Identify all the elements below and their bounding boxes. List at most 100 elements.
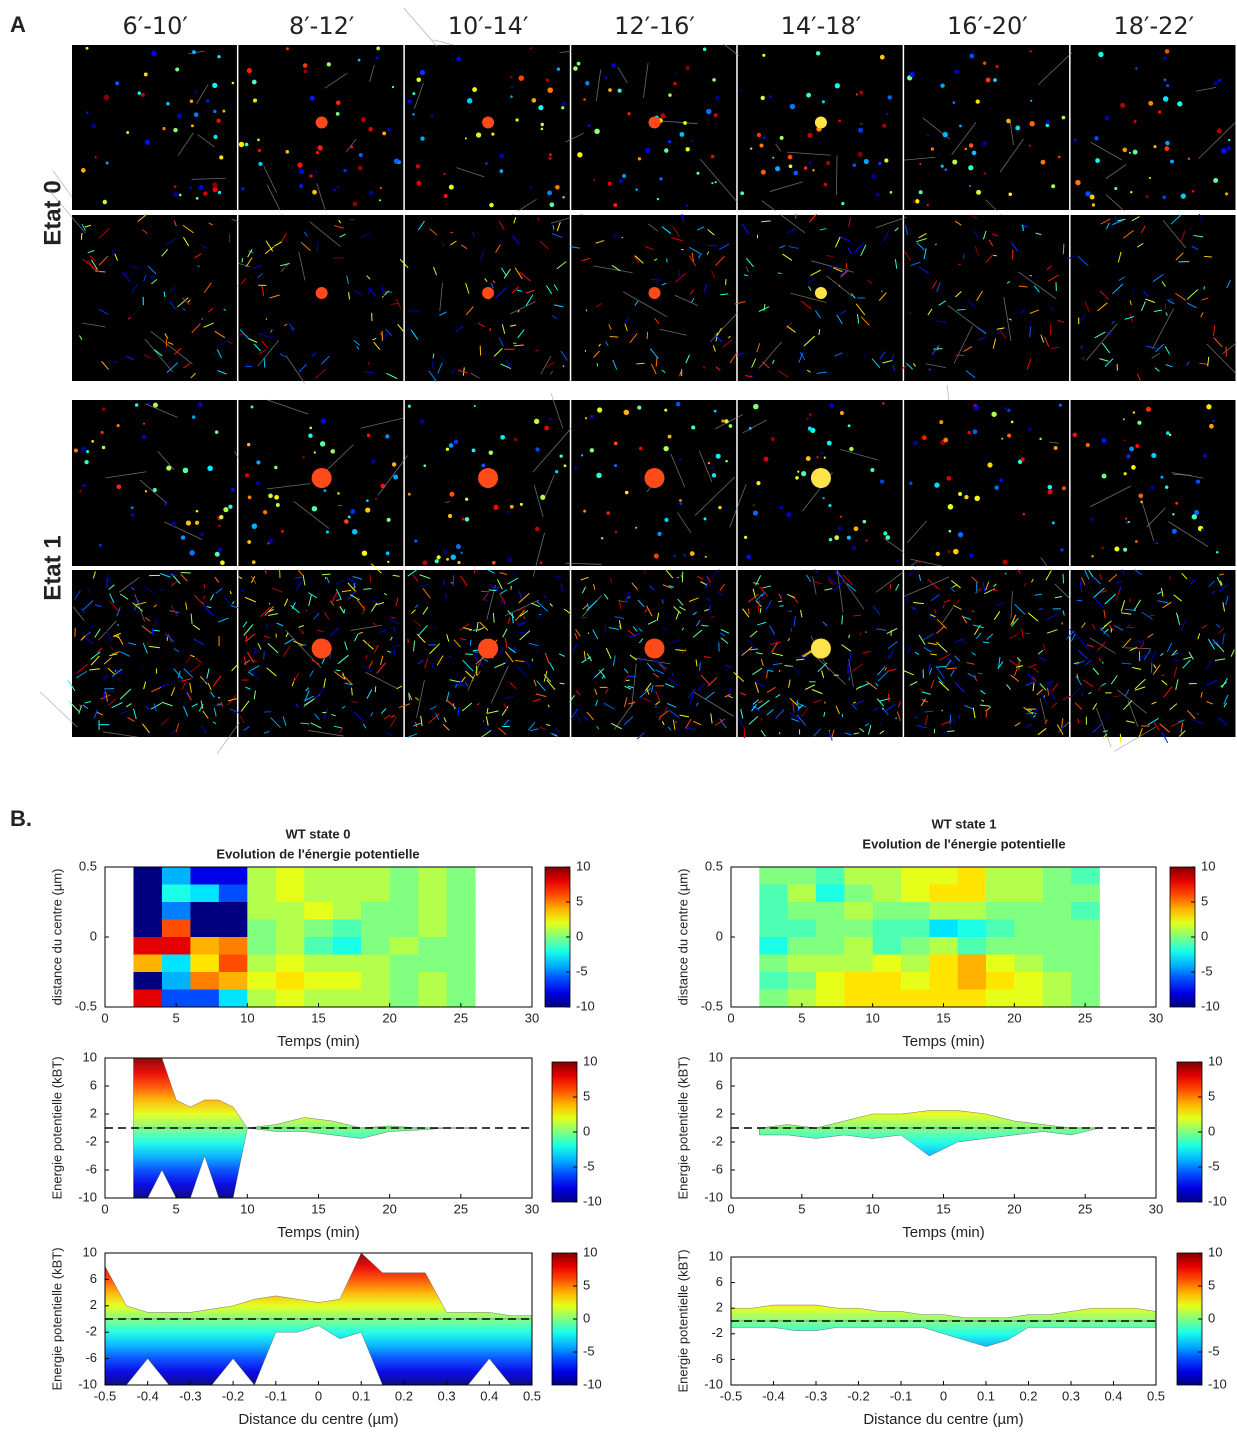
cell-border (790, 292, 827, 303)
spot (443, 549, 448, 555)
cluster (315, 287, 328, 299)
track (1141, 611, 1153, 620)
heat-cell (844, 884, 874, 903)
spot (314, 170, 318, 173)
track (89, 668, 100, 671)
track (894, 227, 899, 232)
track (1077, 718, 1080, 724)
spot (884, 158, 889, 163)
heat-cell (190, 954, 220, 973)
track (1100, 218, 1111, 225)
spot (725, 459, 728, 463)
track (118, 710, 130, 715)
heat-cell (787, 884, 817, 903)
spot (1085, 191, 1091, 197)
micrograph (733, 568, 903, 741)
spot (593, 179, 596, 182)
spot (1160, 475, 1164, 479)
spot (1104, 115, 1110, 121)
heat-cell (1042, 989, 1072, 1008)
track (741, 223, 750, 235)
track (183, 706, 189, 717)
track (585, 658, 589, 661)
spot (913, 200, 916, 204)
track (727, 335, 731, 339)
spot (991, 411, 997, 417)
spot (223, 507, 229, 513)
track (1120, 612, 1132, 615)
spot (219, 514, 224, 520)
spot (325, 530, 329, 534)
track (1206, 679, 1218, 686)
track (191, 323, 201, 334)
track (96, 711, 104, 716)
spot (896, 559, 899, 562)
track (832, 267, 843, 273)
track (169, 286, 178, 293)
track (519, 630, 531, 641)
spot (309, 95, 315, 101)
cell-border (293, 500, 330, 529)
track (633, 255, 640, 264)
track (664, 706, 668, 713)
spot (1157, 110, 1162, 114)
heat-cell (986, 954, 1015, 973)
spot (968, 165, 974, 171)
spot (195, 197, 199, 200)
track (1180, 619, 1187, 631)
track (605, 341, 609, 347)
track (661, 598, 664, 604)
track (366, 689, 373, 699)
cell-border (670, 453, 686, 488)
spot (779, 505, 784, 510)
track (418, 583, 429, 588)
cell-border (445, 501, 451, 504)
track (536, 600, 549, 612)
spot (624, 490, 629, 495)
track (1093, 587, 1105, 598)
spot (559, 454, 563, 458)
spot (191, 415, 196, 419)
spot (198, 402, 203, 407)
spot (382, 131, 387, 136)
track (386, 372, 398, 380)
track (1113, 695, 1121, 698)
spot (1123, 472, 1127, 476)
track (260, 606, 271, 618)
track (791, 718, 800, 722)
track (484, 278, 488, 283)
track (1024, 723, 1033, 729)
track (918, 233, 927, 239)
track (793, 616, 796, 627)
track (748, 648, 759, 651)
track (154, 349, 163, 357)
track (191, 703, 198, 708)
track (811, 689, 823, 695)
cell-border (316, 183, 327, 215)
spot (151, 50, 157, 56)
x-axis-label: Distance du centre (µm) (238, 1411, 398, 1428)
spot (1091, 555, 1094, 558)
spot (534, 526, 540, 532)
spot (1177, 101, 1183, 107)
spot (540, 494, 546, 500)
spot (775, 166, 781, 172)
track (537, 644, 540, 654)
spot (216, 118, 221, 123)
track (931, 280, 938, 290)
y-tick-label: -10 (704, 1189, 723, 1204)
spot (828, 503, 832, 508)
heat-cell (247, 867, 277, 885)
spot (391, 462, 397, 467)
spot (491, 132, 495, 136)
heat-cell (304, 954, 334, 973)
heat-cell (901, 937, 930, 955)
spot (954, 69, 960, 75)
spot (601, 537, 604, 540)
track (788, 245, 799, 249)
track (856, 313, 860, 324)
track (1173, 652, 1179, 656)
spot (834, 535, 840, 541)
track (649, 585, 655, 591)
heat-cell (844, 867, 874, 885)
